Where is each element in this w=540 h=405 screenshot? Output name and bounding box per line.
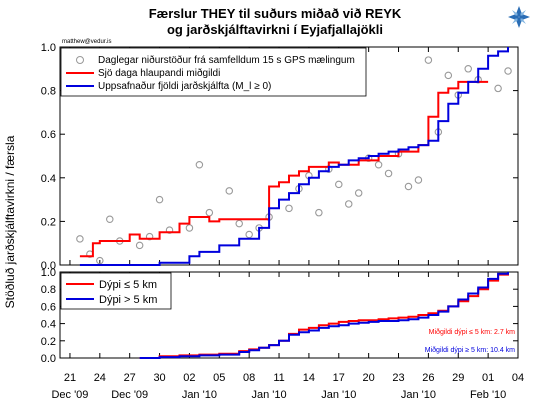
- month-label: Dec '09: [51, 389, 88, 401]
- annotation-shallow-median: Miðgildi dýpi ≤ 5 km: 2.7 km: [429, 328, 515, 336]
- xtick-label: 21: [64, 372, 76, 384]
- gps-daily-point: [205, 208, 214, 217]
- month-label: Jan '10: [401, 389, 436, 401]
- bottom-ytick-label: 0.4: [41, 319, 56, 331]
- xtick-label: 27: [124, 372, 136, 384]
- bottom-legend-box: [60, 272, 172, 310]
- xtick-label: 01: [482, 372, 494, 384]
- legend-label-median: Sjö daga hlaupandi miðgildi: [98, 67, 220, 79]
- bottom-ytick-label: 0.6: [41, 301, 56, 313]
- top-ytick-label: 0.2: [41, 216, 56, 228]
- xtick-label: 05: [213, 372, 225, 384]
- gps-daily-point: [504, 67, 512, 75]
- watermark: matthew@vedur.is: [62, 39, 111, 45]
- gps-daily-point: [235, 219, 243, 228]
- top-series-earthquake-line: [79, 47, 509, 266]
- top-legend-box: [60, 47, 367, 97]
- gps-daily-point: [155, 195, 164, 204]
- month-label: Jan '10: [321, 389, 356, 401]
- gps-daily-point: [424, 56, 433, 64]
- y-axis-label: Stöðluð jarðskjálftavirkni / færsla: [3, 135, 17, 308]
- bottom-ytick-label: 1.0: [41, 267, 56, 279]
- chart-subtitle: og jarðskjálftavirkni í Eyjafjallajökli: [167, 22, 383, 37]
- gps-daily-point: [185, 224, 194, 232]
- top-ytick-label: 0.4: [41, 173, 56, 185]
- gps-daily-point: [404, 182, 413, 191]
- gps-daily-point: [76, 235, 84, 243]
- top-ytick-label: 0.6: [41, 129, 56, 141]
- xtick-label: 30: [153, 372, 165, 384]
- xtick-label: 08: [243, 372, 255, 384]
- chart-title: Færslur THEY til suðurs miðað við REYK: [149, 6, 402, 21]
- top-plot-frame: [59, 46, 519, 266]
- gps-daily-point: [315, 208, 323, 217]
- month-label: Dec '09: [111, 389, 148, 401]
- gps-daily-point: [135, 241, 144, 250]
- top-ytick-label: 1.0: [41, 42, 56, 54]
- vedur-logo-icon: [508, 6, 530, 28]
- top-ytick-label: 0.0: [41, 260, 56, 272]
- legend-label-earthquakes: Uppsafnaður fjöldi jarðskjálfta (M_l ≥ 0…: [98, 80, 271, 92]
- month-label: Jan '10: [252, 389, 287, 401]
- gps-daily-point: [145, 232, 154, 241]
- top-ytick-label: 0.8: [41, 86, 56, 98]
- xtick-label: 23: [392, 372, 404, 384]
- month-label: Jan '10: [182, 389, 217, 401]
- gps-daily-point: [384, 169, 393, 178]
- gps-daily-point: [165, 226, 174, 234]
- xtick-label: 17: [333, 372, 345, 384]
- legend-label-deep: Dýpi > 5 km: [99, 294, 157, 306]
- gps-daily-point: [344, 200, 353, 208]
- legend-label-scatter: Daglegar niðurstöður frá samfelldum 15 s…: [98, 54, 355, 66]
- bottom-series-shallow-line: [139, 272, 509, 359]
- gps-daily-point: [245, 230, 253, 239]
- gps-daily-point: [96, 256, 104, 265]
- gps-daily-point: [195, 160, 204, 169]
- bottom-ytick-label: 0.2: [41, 336, 56, 348]
- gps-daily-point: [225, 187, 234, 195]
- xtick-label: 04: [512, 372, 524, 384]
- annotation-deep-median: Miðgildi dýpi ≥ 5 km: 10.4 km: [425, 346, 515, 354]
- xtick-label: 20: [363, 372, 375, 384]
- legend-label-shallow: Dýpi ≤ 5 km: [99, 279, 157, 291]
- gps-daily-point: [414, 176, 423, 184]
- gps-daily-point: [494, 84, 502, 93]
- bottom-panel: 0.0 0.2 0.4 0.6 0.8 1.0 21 24 27 30 02 05 08 11 14 17 2…: [41, 267, 524, 401]
- legend-scatter-marker: [76, 56, 84, 64]
- gps-daily-point: [354, 189, 363, 197]
- gps-daily-point: [464, 65, 472, 73]
- bottom-legend: Dýpi ≤ 5 km Dýpi > 5 km: [60, 272, 172, 310]
- month-label: Feb '10: [470, 389, 506, 401]
- bottom-plot-frame: [59, 271, 519, 359]
- xtick-label: 02: [183, 372, 195, 384]
- xtick-label: 14: [303, 372, 315, 384]
- bottom-ytick-label: 0.8: [41, 284, 56, 296]
- gps-daily-point: [285, 204, 293, 213]
- bottom-ytick-label: 0.0: [41, 353, 56, 365]
- gps-daily-point: [444, 71, 453, 80]
- bottom-series-deep-line: [139, 272, 509, 359]
- xtick-label: 26: [422, 372, 434, 384]
- xtick-label: 11: [273, 372, 284, 384]
- gps-daily-point: [106, 215, 114, 223]
- xtick-label: 24: [94, 372, 106, 384]
- top-legend: Daglegar niðurstöður frá samfelldum 15 s…: [60, 47, 367, 97]
- top-series-median-line: [79, 80, 489, 258]
- gps-daily-point: [335, 180, 343, 189]
- top-panel: 0.0 0.2 0.4 0.6 0.8 1.0 Daglegar niðurstöður …: [41, 42, 519, 272]
- gps-daily-point: [374, 160, 383, 169]
- xtick-label: 29: [452, 372, 464, 384]
